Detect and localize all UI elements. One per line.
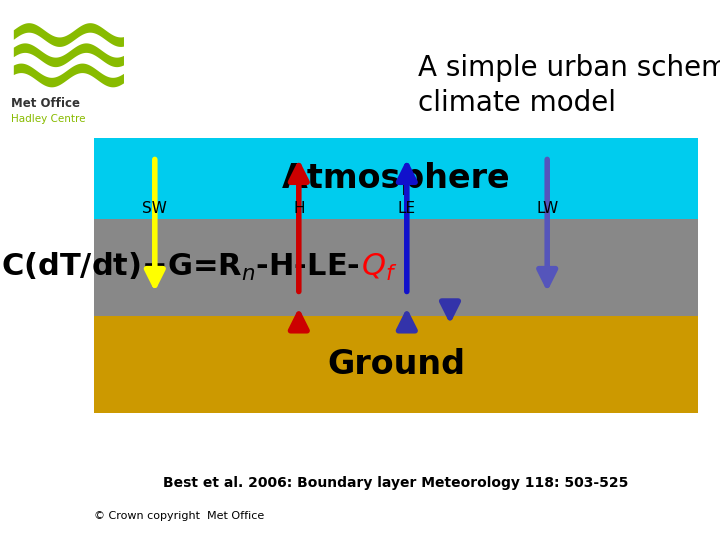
Text: A simple urban scheme for a
climate model: A simple urban scheme for a climate mode… <box>418 54 720 117</box>
Bar <box>94 316 698 413</box>
Text: Best et al. 2006: Boundary layer Meteorology 118: 503-525: Best et al. 2006: Boundary layer Meteoro… <box>163 476 629 490</box>
Text: LW: LW <box>536 201 558 216</box>
Text: $Q_f$: $Q_f$ <box>361 252 397 283</box>
Text: SW: SW <box>143 201 167 216</box>
Text: Hadley Centre: Hadley Centre <box>11 114 86 124</box>
Text: LE: LE <box>397 201 416 216</box>
Text: C(dT/dt)+G=R$_n$-H-LE-: C(dT/dt)+G=R$_n$-H-LE- <box>1 251 360 284</box>
Bar <box>94 138 698 219</box>
Text: Met Office: Met Office <box>11 97 80 110</box>
Bar <box>94 219 698 316</box>
Text: © Crown copyright  Met Office: © Crown copyright Met Office <box>94 511 264 521</box>
Text: Atmosphere: Atmosphere <box>282 161 510 195</box>
Text: H: H <box>293 201 305 216</box>
Text: Ground: Ground <box>327 348 465 381</box>
